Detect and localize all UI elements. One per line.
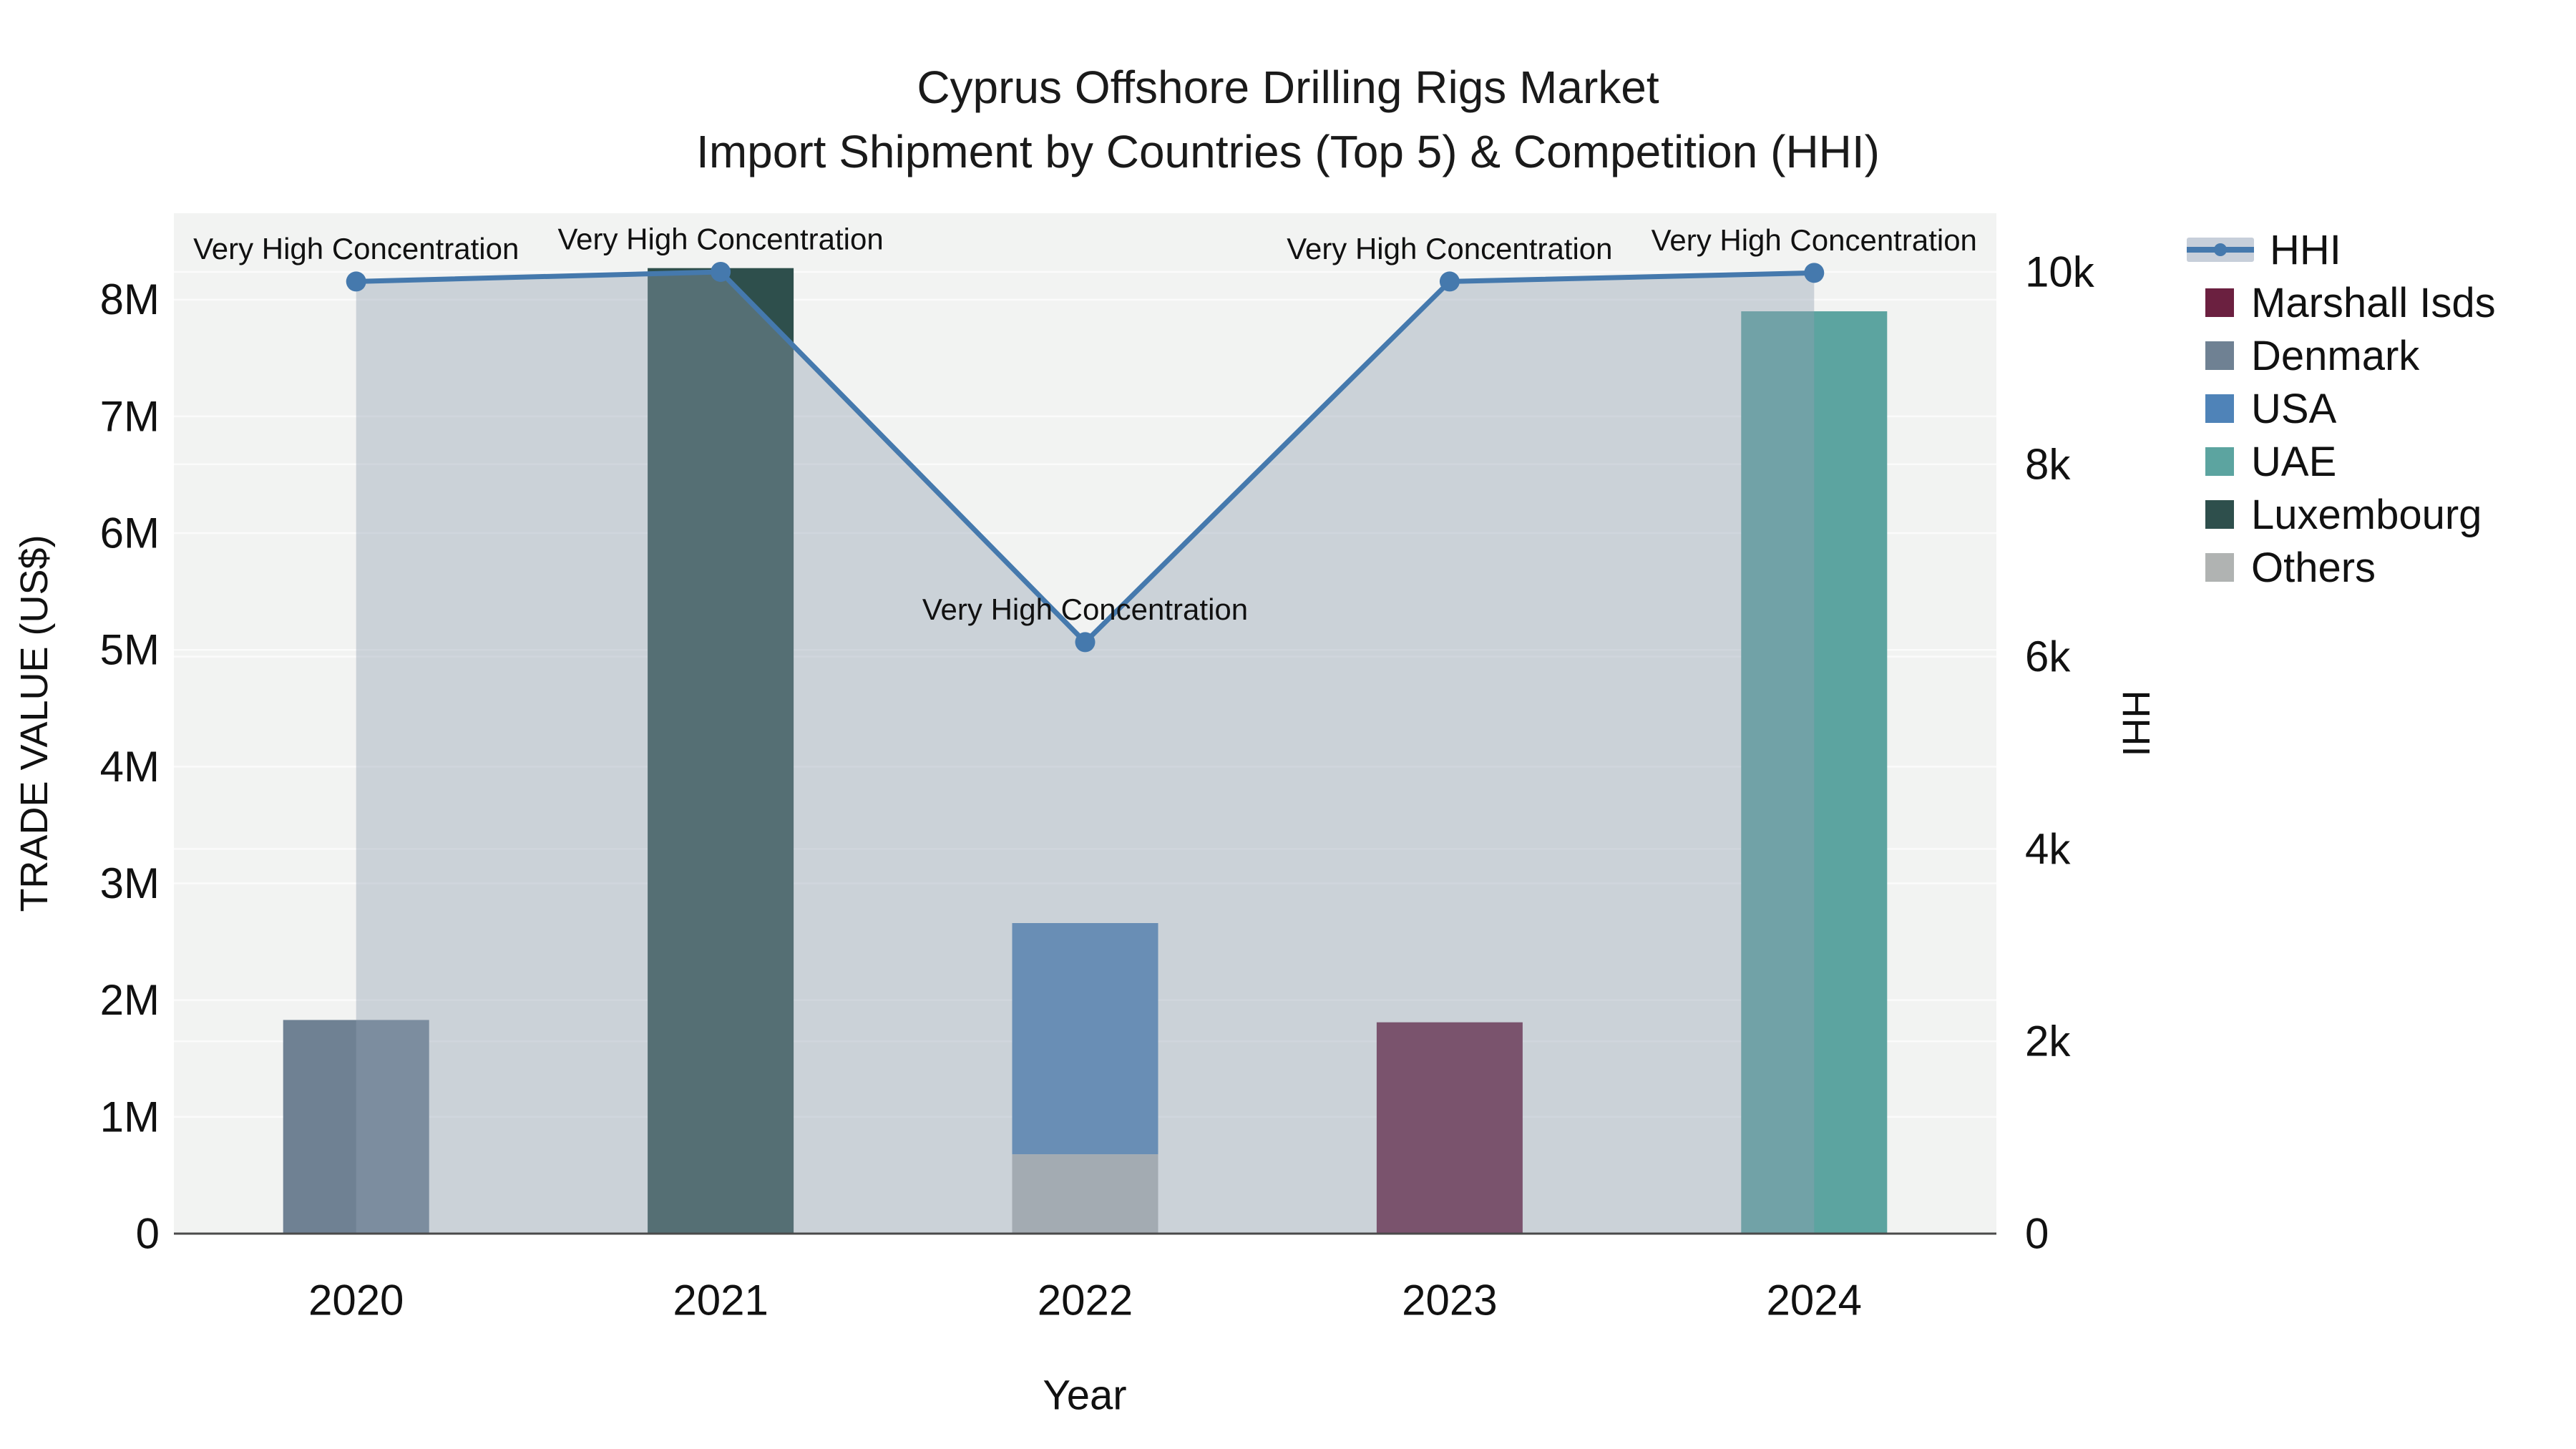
legend-swatch bbox=[2205, 394, 2234, 423]
left-tick-label: 0 bbox=[136, 1210, 160, 1258]
bar-uae-2024 bbox=[1741, 311, 1888, 1234]
left-tick-label: 7M bbox=[100, 392, 160, 440]
right-tick-label: 0 bbox=[2025, 1210, 2049, 1258]
left-tick-label: 6M bbox=[100, 509, 160, 557]
bar-marshall-isds-2023 bbox=[1376, 1022, 1523, 1234]
x-axis-title: Year bbox=[1043, 1372, 1127, 1419]
chart-title-line1: Cyprus Offshore Drilling Rigs Market bbox=[917, 62, 1659, 113]
legend-item-uae[interactable]: UAE bbox=[2187, 435, 2496, 488]
x-tick-label-2024: 2024 bbox=[1767, 1277, 1862, 1324]
annotation-2024: Very High Concentration bbox=[1652, 223, 1977, 257]
right-axis-title: HHI bbox=[2114, 690, 2157, 757]
right-tick-label: 8k bbox=[2025, 440, 2071, 488]
legend-item-others[interactable]: Others bbox=[2187, 541, 2496, 594]
hhi-line-glyph bbox=[2187, 238, 2254, 262]
hhi-marker-2021 bbox=[711, 261, 731, 282]
legend-label: Denmark bbox=[2251, 332, 2420, 379]
hhi-marker-2024 bbox=[1804, 263, 1825, 283]
right-tick-label: 2k bbox=[2025, 1018, 2071, 1065]
annotation-2023: Very High Concentration bbox=[1287, 232, 1612, 265]
legend-item-luxembourg[interactable]: Luxembourg bbox=[2187, 488, 2496, 541]
hhi-marker-2020 bbox=[346, 271, 366, 292]
legend-swatch bbox=[2205, 500, 2234, 529]
right-tick-label: 10k bbox=[2025, 248, 2095, 296]
legend-swatch bbox=[2205, 288, 2234, 317]
legend-item-usa[interactable]: USA bbox=[2187, 382, 2496, 435]
bar-others-2022 bbox=[1012, 1154, 1158, 1234]
legend-swatch bbox=[2205, 341, 2234, 370]
hhi-area-fill bbox=[356, 271, 1815, 1234]
left-tick-label: 5M bbox=[100, 626, 160, 674]
left-tick-label: 4M bbox=[100, 743, 160, 791]
x-tick-label-2020: 2020 bbox=[308, 1277, 404, 1324]
legend-item-marshall-isds[interactable]: Marshall Isds bbox=[2187, 276, 2496, 329]
legend-item-denmark[interactable]: Denmark bbox=[2187, 329, 2496, 382]
left-tick-label: 3M bbox=[100, 859, 160, 907]
hhi-marker-2023 bbox=[1439, 271, 1460, 292]
bar-luxembourg-2021 bbox=[648, 268, 794, 1234]
legend-item-hhi[interactable]: HHI bbox=[2187, 223, 2496, 276]
left-tick-label: 2M bbox=[100, 976, 160, 1024]
annotation-2020: Very High Concentration bbox=[193, 232, 519, 265]
left-tick-label: 8M bbox=[100, 275, 160, 323]
hhi-marker-2022 bbox=[1075, 632, 1096, 653]
annotation-2021: Very High Concentration bbox=[557, 222, 883, 255]
x-tick-label-2022: 2022 bbox=[1038, 1277, 1133, 1324]
legend-swatch bbox=[2205, 447, 2234, 476]
legend-label: UAE bbox=[2251, 438, 2337, 485]
legend-label: USA bbox=[2251, 385, 2337, 432]
legend-label: Others bbox=[2251, 544, 2376, 591]
x-tick-label-2023: 2023 bbox=[1402, 1277, 1497, 1324]
left-axis-title: TRADE VALUE (US$) bbox=[13, 535, 56, 912]
legend-swatch bbox=[2205, 553, 2234, 582]
right-tick-label: 4k bbox=[2025, 825, 2071, 873]
left-tick-label: 1M bbox=[100, 1093, 160, 1141]
bar-usa-2022 bbox=[1012, 923, 1158, 1155]
legend: HHI Marshall Isds Denmark USA UAE Luxembourg O… bbox=[2187, 223, 2496, 594]
legend-label: Marshall Isds bbox=[2251, 279, 2496, 326]
annotation-2022: Very High Concentration bbox=[922, 592, 1248, 626]
bar-denmark-2020 bbox=[283, 1020, 429, 1234]
legend-label: Luxembourg bbox=[2251, 491, 2482, 538]
x-tick-label-2021: 2021 bbox=[673, 1277, 768, 1324]
legend-label: HHI bbox=[2270, 226, 2341, 273]
chart-title-line2: Import Shipment by Countries (Top 5) & C… bbox=[696, 126, 1880, 177]
right-tick-label: 6k bbox=[2025, 633, 2071, 680]
